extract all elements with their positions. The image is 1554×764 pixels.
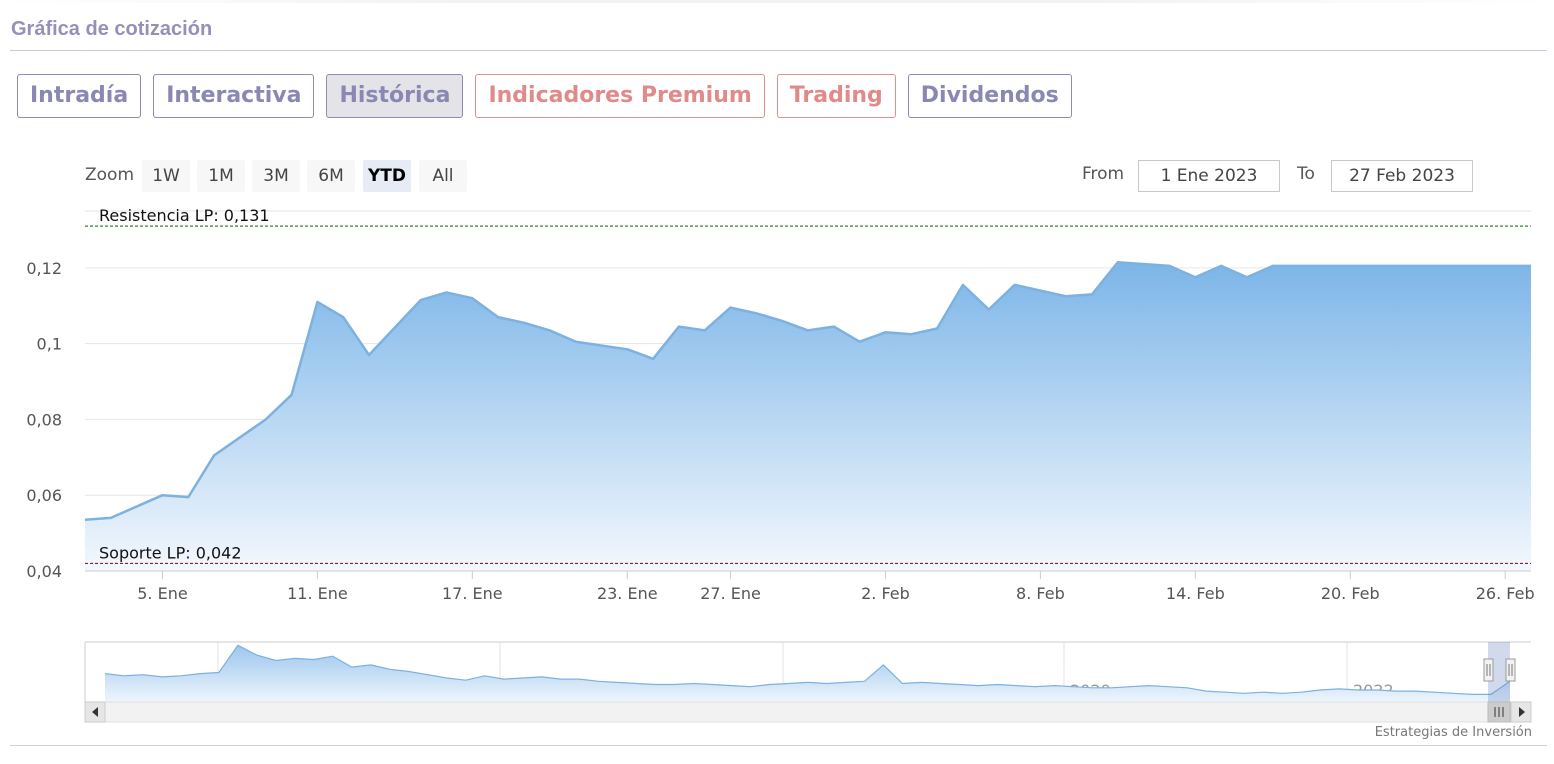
support-label: Soporte LP: 0,042 bbox=[99, 543, 242, 562]
x-tick-label: 26. Feb bbox=[1476, 584, 1535, 603]
navigator-area bbox=[105, 645, 1510, 702]
price-line bbox=[84, 260, 1531, 522]
y-tick-label: 0,06 bbox=[26, 486, 62, 505]
zoom-label: Zoom bbox=[85, 165, 135, 185]
section-title: Gráfica de cotización bbox=[11, 18, 213, 40]
x-tick-label: 2. Feb bbox=[861, 584, 910, 603]
navigator-year-label: 2018 bbox=[789, 681, 830, 700]
title-divider bbox=[10, 50, 1547, 51]
y-tick-label: 0,08 bbox=[26, 410, 62, 429]
x-tick-label: 8. Feb bbox=[1016, 584, 1065, 603]
scrollbar-left-button[interactable] bbox=[84, 701, 106, 723]
tab-intradia[interactable]: Intradía bbox=[17, 74, 142, 118]
grid-lines bbox=[85, 210, 1531, 496]
navigator-selection[interactable] bbox=[1488, 642, 1510, 702]
y-axis: 0,04 0,06 0,08 0,1 0,12 bbox=[26, 259, 62, 581]
navigator-year-label: 2016 bbox=[506, 681, 547, 700]
y-tick-label: 0,04 bbox=[26, 562, 62, 581]
x-tick-label: 17. Ene bbox=[442, 584, 503, 603]
x-tick-label: 27. Ene bbox=[700, 584, 761, 603]
y-tick-label: 0,12 bbox=[26, 259, 62, 278]
zoom-all-button[interactable]: All bbox=[419, 160, 467, 192]
navigator-line bbox=[104, 644, 1511, 695]
tab-indicadores-premium[interactable]: Indicadores Premium bbox=[475, 74, 765, 118]
x-tick-label: 11. Ene bbox=[287, 584, 348, 603]
chart-tabs: Intradía Interactiva Histórica Indicador… bbox=[17, 74, 1084, 118]
navigator-year-label: 2022 bbox=[1353, 681, 1394, 700]
price-area bbox=[85, 262, 1531, 571]
y-tick-label: 0,1 bbox=[37, 335, 62, 354]
navigator-year-label: 2014 bbox=[224, 681, 265, 700]
scrollbar-thumb[interactable] bbox=[1487, 701, 1511, 723]
from-label: From bbox=[1082, 164, 1125, 184]
zoom-1m-button[interactable]: 1M bbox=[197, 160, 245, 192]
navigator-right-handle[interactable] bbox=[1505, 658, 1516, 682]
arrow-left-icon bbox=[92, 707, 98, 717]
bottom-divider bbox=[10, 745, 1547, 746]
x-tick-label: 5. Ene bbox=[137, 584, 187, 603]
credit-text: Estrategias de Inversión bbox=[1374, 725, 1532, 740]
scrollbar-track[interactable] bbox=[84, 701, 1532, 723]
handle-body[interactable] bbox=[1505, 658, 1516, 682]
x-tick-label: 23. Ene bbox=[597, 584, 658, 603]
arrow-right-icon bbox=[1519, 707, 1525, 717]
zoom-3m-button[interactable]: 3M bbox=[252, 160, 300, 192]
navigator-year-label: 2020 bbox=[1070, 681, 1111, 700]
scrollbar-right-button[interactable] bbox=[1510, 701, 1532, 723]
from-date-input[interactable]: 1 Ene 2023 bbox=[1138, 160, 1280, 192]
handle-body[interactable] bbox=[1483, 658, 1494, 682]
tab-historica[interactable]: Histórica bbox=[326, 74, 464, 118]
navigator: 2014 2016 2018 2020 2022 bbox=[84, 641, 1532, 723]
tab-trading[interactable]: Trading bbox=[776, 74, 896, 118]
navigator-left-handle[interactable] bbox=[1483, 658, 1494, 682]
to-label: To bbox=[1297, 164, 1315, 184]
x-axis: 5. Ene 11. Ene 17. Ene 23. Ene 27. Ene 2. Feb… bbox=[85, 570, 1535, 603]
x-tick-label: 14. Feb bbox=[1166, 584, 1225, 603]
zoom-1w-button[interactable]: 1W bbox=[142, 160, 190, 192]
zoom-ytd-button[interactable]: YTD bbox=[363, 160, 411, 192]
tab-dividendos[interactable]: Dividendos bbox=[907, 74, 1072, 118]
price-series bbox=[84, 260, 1531, 571]
tab-interactiva[interactable]: Interactiva bbox=[153, 74, 315, 118]
reference-lines: Resistencia LP: 0,131 Soporte LP: 0,042 bbox=[85, 206, 1531, 565]
to-date-input[interactable]: 27 Feb 2023 bbox=[1331, 160, 1473, 192]
zoom-6m-button[interactable]: 6M bbox=[307, 160, 355, 192]
top-shadow bbox=[0, 0, 1554, 3]
resistance-label: Resistencia LP: 0,131 bbox=[99, 206, 270, 225]
x-tick-label: 20. Feb bbox=[1321, 584, 1380, 603]
